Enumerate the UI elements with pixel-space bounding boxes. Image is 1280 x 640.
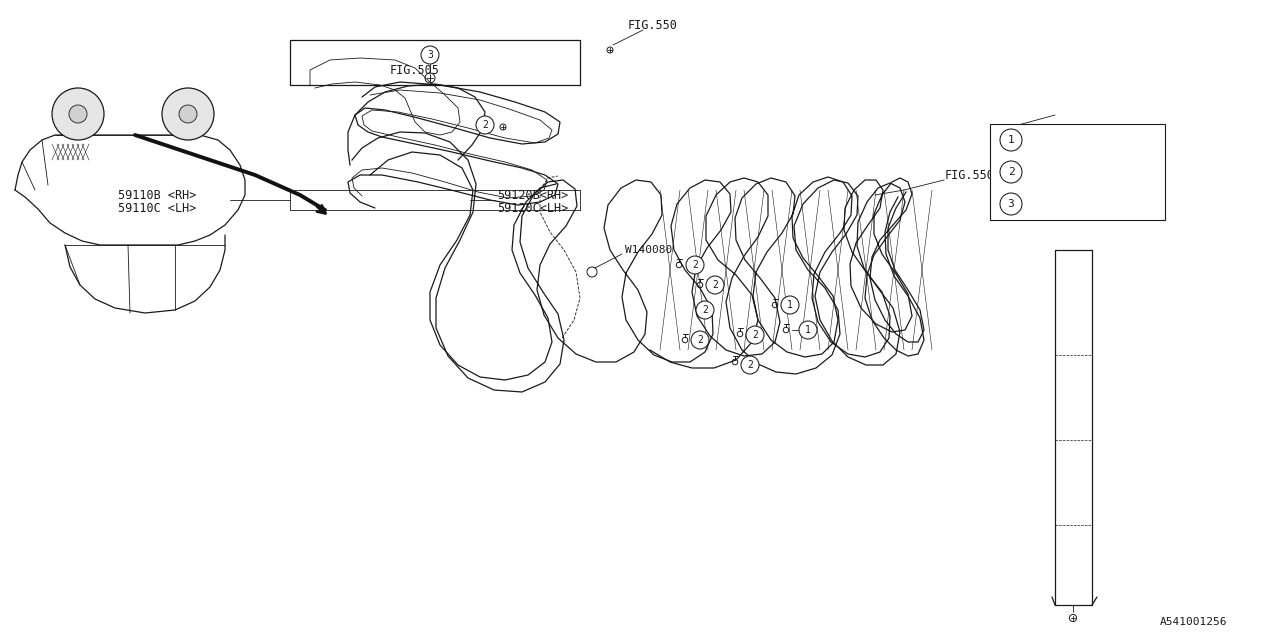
Text: W140083: W140083 (1039, 166, 1089, 179)
Circle shape (707, 276, 724, 294)
Circle shape (691, 331, 709, 349)
Text: 59110B <RH>: 59110B <RH> (118, 189, 196, 202)
Text: 1: 1 (1007, 135, 1014, 145)
Circle shape (1000, 129, 1021, 151)
Bar (989, 124, 1165, 220)
Text: W140080: W140080 (625, 245, 672, 255)
Text: 2: 2 (701, 305, 708, 315)
Circle shape (686, 256, 704, 274)
Circle shape (163, 88, 214, 140)
Text: 2: 2 (712, 280, 718, 290)
Text: 2: 2 (748, 360, 753, 370)
Circle shape (696, 301, 714, 319)
Circle shape (741, 356, 759, 374)
Text: FIG.550: FIG.550 (945, 168, 995, 182)
Text: 2: 2 (692, 260, 698, 270)
Circle shape (746, 326, 764, 344)
Text: 1: 1 (805, 325, 812, 335)
Text: A541001256: A541001256 (1160, 617, 1228, 627)
Text: W130051: W130051 (1039, 134, 1089, 147)
Text: 2: 2 (483, 120, 488, 130)
Text: 3: 3 (428, 50, 433, 60)
Circle shape (1000, 161, 1021, 183)
Text: FIG.550: FIG.550 (628, 19, 678, 31)
Circle shape (179, 105, 197, 123)
Text: 2: 2 (753, 330, 758, 340)
Text: 2: 2 (1007, 167, 1014, 177)
Text: 59110C <LH>: 59110C <LH> (118, 202, 196, 214)
Text: 59120B<RH>: 59120B<RH> (497, 189, 568, 202)
Text: 1: 1 (787, 300, 792, 310)
Circle shape (799, 321, 817, 339)
Circle shape (781, 296, 799, 314)
Circle shape (69, 105, 87, 123)
Circle shape (1000, 193, 1021, 215)
Text: 3: 3 (1007, 199, 1014, 209)
Text: 2: 2 (698, 335, 703, 345)
Circle shape (421, 46, 439, 64)
Text: FIG.550: FIG.550 (1000, 134, 1050, 147)
Text: W140007: W140007 (1039, 198, 1089, 211)
Circle shape (476, 116, 494, 134)
Circle shape (52, 88, 104, 140)
Text: FIG.505: FIG.505 (390, 63, 440, 77)
Text: 59120C<LH>: 59120C<LH> (497, 202, 568, 214)
